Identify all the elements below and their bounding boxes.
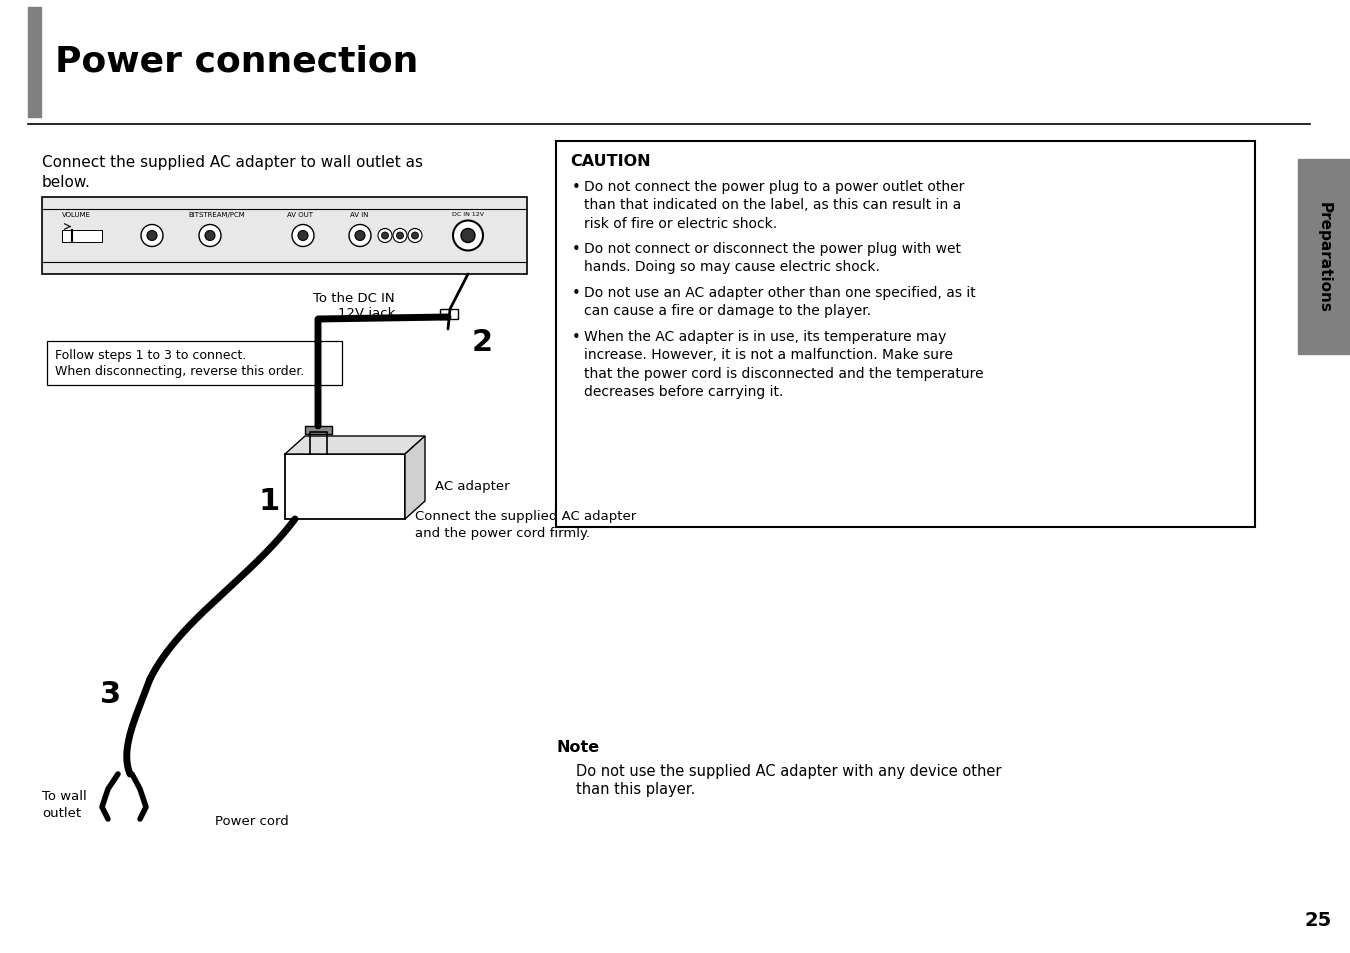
Circle shape <box>298 232 308 241</box>
Bar <box>28 8 40 118</box>
Text: AV OUT: AV OUT <box>288 212 313 218</box>
Circle shape <box>408 230 423 243</box>
Text: When the AC adapter is in use, its temperature may
increase. However, it is not : When the AC adapter is in use, its tempe… <box>585 330 984 398</box>
Text: •: • <box>572 242 580 256</box>
Text: •: • <box>572 180 580 194</box>
Text: DC IN 12V: DC IN 12V <box>452 212 485 216</box>
Circle shape <box>397 233 404 240</box>
Text: AV IN: AV IN <box>350 212 369 218</box>
Text: Power connection: Power connection <box>55 45 419 79</box>
Circle shape <box>140 225 163 247</box>
Text: Do not use an AC adapter other than one specified, as it
can cause a fire or dam: Do not use an AC adapter other than one … <box>585 286 976 318</box>
Text: 3: 3 <box>100 679 122 708</box>
Circle shape <box>198 225 221 247</box>
Text: To wall: To wall <box>42 789 86 802</box>
Text: below.: below. <box>42 174 90 190</box>
Text: outlet: outlet <box>42 806 81 820</box>
Text: than this player.: than this player. <box>576 781 695 796</box>
Bar <box>47 341 342 386</box>
Bar <box>62 231 103 242</box>
Text: Note: Note <box>556 740 599 754</box>
Text: When disconnecting, reverse this order.: When disconnecting, reverse this order. <box>55 365 304 377</box>
Text: 25: 25 <box>1305 910 1332 929</box>
Bar <box>556 142 1256 527</box>
Text: •: • <box>572 286 580 301</box>
Text: Power cord: Power cord <box>215 814 289 827</box>
Text: AC adapter: AC adapter <box>435 479 510 493</box>
Text: CAUTION: CAUTION <box>570 153 651 169</box>
Text: 12V jack: 12V jack <box>338 307 396 319</box>
Text: Connect the supplied AC adapter: Connect the supplied AC adapter <box>414 510 636 522</box>
Polygon shape <box>285 436 425 455</box>
Text: Connect the supplied AC adapter to wall outlet as: Connect the supplied AC adapter to wall … <box>42 154 423 170</box>
Bar <box>1297 160 1350 355</box>
Text: Do not connect or disconnect the power plug with wet
hands. Doing so may cause e: Do not connect or disconnect the power p… <box>585 242 961 274</box>
Text: Do not connect the power plug to a power outlet other
than that indicated on the: Do not connect the power plug to a power… <box>585 180 964 231</box>
Text: Do not use the supplied AC adapter with any device other: Do not use the supplied AC adapter with … <box>576 763 1002 779</box>
Text: VOLUME: VOLUME <box>62 212 90 218</box>
Text: Preparations: Preparations <box>1316 202 1331 313</box>
Circle shape <box>292 225 315 247</box>
Bar <box>305 427 332 435</box>
Circle shape <box>454 221 483 252</box>
Text: 1: 1 <box>258 486 279 516</box>
Circle shape <box>460 230 475 243</box>
Circle shape <box>378 230 392 243</box>
Text: and the power cord firmly.: and the power cord firmly. <box>414 526 590 539</box>
Circle shape <box>205 232 215 241</box>
Circle shape <box>412 233 418 240</box>
Circle shape <box>355 232 364 241</box>
Bar <box>42 198 526 274</box>
Text: BITSTREAM/PCM: BITSTREAM/PCM <box>188 212 244 218</box>
Text: Follow steps 1 to 3 to connect.: Follow steps 1 to 3 to connect. <box>55 349 246 361</box>
Circle shape <box>382 233 389 240</box>
Text: •: • <box>572 330 580 345</box>
Circle shape <box>393 230 406 243</box>
Circle shape <box>350 225 371 247</box>
Text: 2: 2 <box>472 328 493 356</box>
Bar <box>440 310 458 319</box>
Polygon shape <box>405 436 425 519</box>
Circle shape <box>147 232 157 241</box>
Bar <box>285 455 405 519</box>
Text: To the DC IN: To the DC IN <box>313 292 396 305</box>
